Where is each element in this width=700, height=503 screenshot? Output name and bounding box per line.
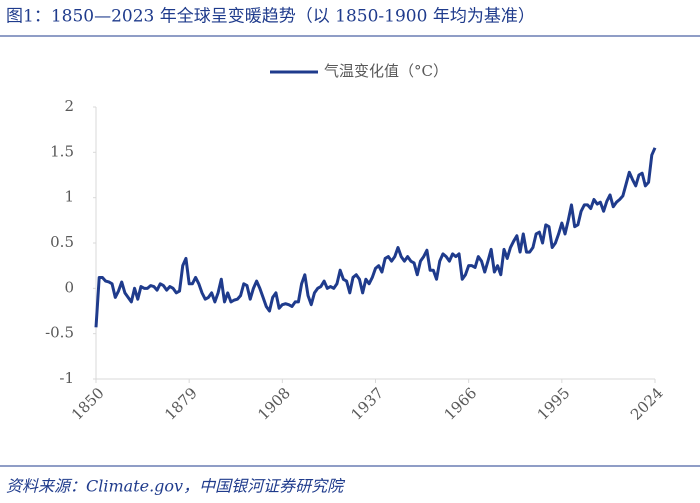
x-tick-label: 2024 [627,384,667,424]
y-tick-label: -1 [59,369,74,387]
legend-label: 气温变化值（°C） [324,62,448,80]
x-tick-label: 1966 [441,384,481,424]
y-tick-label: 2 [64,97,74,115]
x-tick-label: 1995 [534,384,574,424]
y-tick-label: 0 [64,278,74,296]
y-tick-label: 0.5 [50,233,74,251]
x-tick-label: 1879 [161,384,201,424]
data-line [94,147,657,328]
y-tick-label: 1 [64,188,74,206]
source-note: 资料来源：Climate.gov，中国银河证券研究院 [6,477,346,496]
chart-title: 图1：1850—2023 年全球呈变暖趋势（以 1850-1900 年均为基准） [6,7,535,27]
x-tick-label: 1937 [347,384,387,424]
y-tick-label: -0.5 [45,324,74,342]
y-tick-label: 1.5 [50,142,74,160]
x-tick-label: 1850 [68,384,108,424]
x-tick-label: 1908 [254,384,294,424]
